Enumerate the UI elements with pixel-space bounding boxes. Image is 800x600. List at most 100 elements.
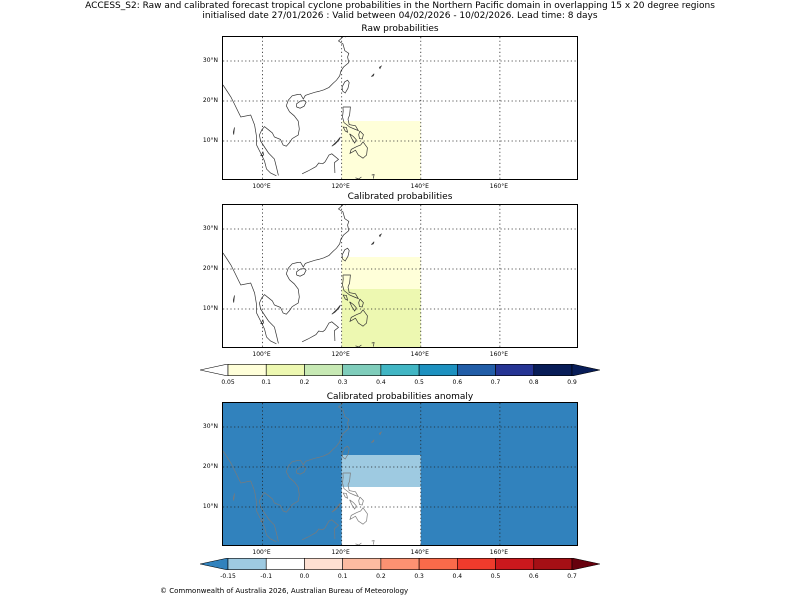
colorbar-swatch [457,364,496,376]
colorbar-over-arrow [571,364,600,376]
probability-cell-0 [341,121,421,179]
coastline-13 [371,439,375,443]
lat-tick-label: 20°N [202,462,218,470]
probability-cell-0 [341,257,421,289]
colorbar-swatch [380,364,420,376]
coastline-5 [349,301,357,312]
anomaly-title: Calibrated probabilities anomaly [326,392,474,402]
coastline-1 [259,403,350,542]
colorbar-swatch [533,364,573,376]
coastline-14 [378,431,383,436]
coastline-17 [232,295,235,303]
coastline-11 [301,527,326,541]
figure-title-line1: ACCESS_S2: Raw and calibrated forecast t… [85,1,715,11]
coastline-0 [223,252,277,345]
colorbar-tick-label: 0.6 [528,573,539,580]
coastline-10 [260,517,265,523]
colorbar-swatch [380,558,420,570]
colorbar-under-arrow [200,558,229,570]
coastline-15 [355,344,362,347]
colorbar-swatch [227,558,267,570]
calibrated-probabilities-title: Calibrated probabilities [347,192,453,202]
lon-tick-label: 140°E [410,351,429,358]
probability-cell-1 [341,487,421,545]
coastline-5 [349,499,357,510]
coastline-15 [355,542,362,545]
colorbar-swatch [265,558,305,570]
coastline-0 [223,450,277,543]
coastline-9 [342,294,349,301]
lat-tick-label: 20°N [202,96,218,104]
coastline-3 [341,79,350,94]
coastline-5 [349,133,357,144]
coastline-6 [358,496,364,506]
colorbar-tick-label: 0.2 [376,573,386,580]
colorbar-tick-label: 0.7 [490,379,501,386]
colorbar-swatch [265,364,305,376]
lon-tick-label: 120°E [331,351,350,358]
coastline-7 [349,141,368,159]
colorbar-tick-label: 0.1 [337,573,348,580]
lon-tick-label: 100°E [252,183,271,190]
colorbar-swatch [457,558,496,570]
lon-tick-label: 160°E [489,183,508,190]
coastline-16 [371,342,375,347]
colorbar-canvas [200,558,600,570]
colorbar-tick-label: -0.1 [260,573,273,580]
colorbar-tick-label: 0.5 [490,573,501,580]
anomaly-map [222,402,578,546]
colorbar-swatch [304,558,343,570]
colorbar-swatch [342,558,382,570]
coastline-11 [301,161,326,175]
coastline-0 [223,84,277,177]
coastline-9 [342,492,349,499]
calibrated-probabilities-map [222,204,578,348]
colorbar-tick-label: 0.6 [452,379,463,386]
coastline-10 [260,151,265,157]
colorbar-swatch [227,364,267,376]
coastline-4 [342,274,360,300]
colorbar-tick-label: -0.15 [220,573,236,580]
coastline-2 [296,100,307,109]
colorbar-swatch [495,558,535,570]
coastline-12 [324,153,340,174]
colorbar-canvas [200,364,600,376]
map-canvas [223,403,577,545]
lon-tick-label: 120°E [331,549,350,556]
colorbar-tick-label: 0.4 [376,379,386,386]
colorbar-tick-label: 0.2 [299,379,310,386]
coastline-3 [341,445,350,460]
colorbar-swatch [342,364,382,376]
coastline-1 [259,205,350,344]
coastline-3 [341,247,350,262]
colorbar-tick-label: 0.4 [452,573,463,580]
lat-tick-label: 30°N [202,56,218,64]
coastline-15 [355,176,362,179]
copyright-notice: © Commonwealth of Australia 2026, Austra… [160,587,409,595]
colorbar-tick-label: 0.05 [221,379,235,386]
probability-cell-0 [341,455,421,487]
colorbar-tick-label: 0.3 [337,379,348,386]
lat-tick-label: 30°N [202,224,218,232]
lat-tick-label: 10°N [202,502,218,510]
colorbar-tick-label: 0.3 [414,573,424,580]
colorbar-tick-label: 0.5 [414,379,424,386]
map-canvas [223,37,577,179]
coastline-7 [349,309,368,327]
colorbar-tick-label: 0.7 [567,573,577,580]
lon-tick-label: 160°E [489,549,508,556]
colorbar-under-arrow [200,364,229,376]
coastline-13 [371,73,375,77]
colorbar-swatch [533,558,573,570]
colorbar-swatch [304,364,343,376]
coastline-14 [378,233,383,238]
colorbar-swatch [418,558,458,570]
coastline-9 [342,126,349,133]
coastline-4 [342,472,360,498]
lon-tick-label: 100°E [252,549,271,556]
coastline-12 [324,321,340,342]
coastline-17 [232,493,235,501]
lat-tick-label: 10°N [202,136,218,144]
coastline-6 [358,298,364,308]
lon-tick-label: 120°E [331,183,350,190]
